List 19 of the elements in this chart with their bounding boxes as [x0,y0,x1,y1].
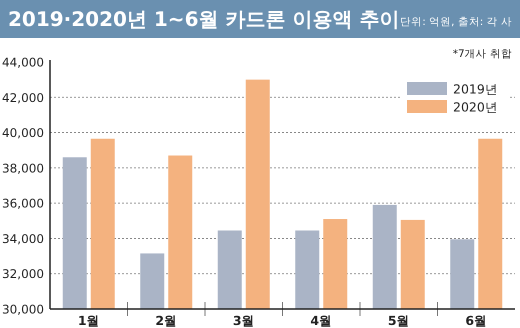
x-tick-label: 2월 [155,313,178,328]
y-tick-label: 44,000 [2,56,44,70]
x-tick-label: 4월 [310,313,332,328]
y-tick-label: 42,000 [2,90,44,105]
y-tick-label: 34,000 [2,232,44,246]
x-tick-label: 6월 [465,313,488,328]
legend-label: 2020년 [453,100,498,114]
x-tick-label: 5월 [388,313,410,328]
chart-title: 2019·2020년 1~6월 카드론 이용액 추이 [8,7,400,31]
chart-subtitle: 단위: 억원, 출처: 각 사 [400,16,512,28]
y-tick-label: 38,000 [2,161,44,176]
y-tick-label: 36,000 [2,196,44,211]
x-tick-label: 3월 [232,313,255,328]
x-tick-label: 1월 [78,313,100,328]
y-tick-label: 40,000 [2,126,44,140]
y-tick-label: 32,000 [2,267,44,282]
text: *7개사 취합 [452,48,512,60]
legend-label: 2019년 [453,82,498,96]
y-tick-label: 30,000 [2,302,44,316]
